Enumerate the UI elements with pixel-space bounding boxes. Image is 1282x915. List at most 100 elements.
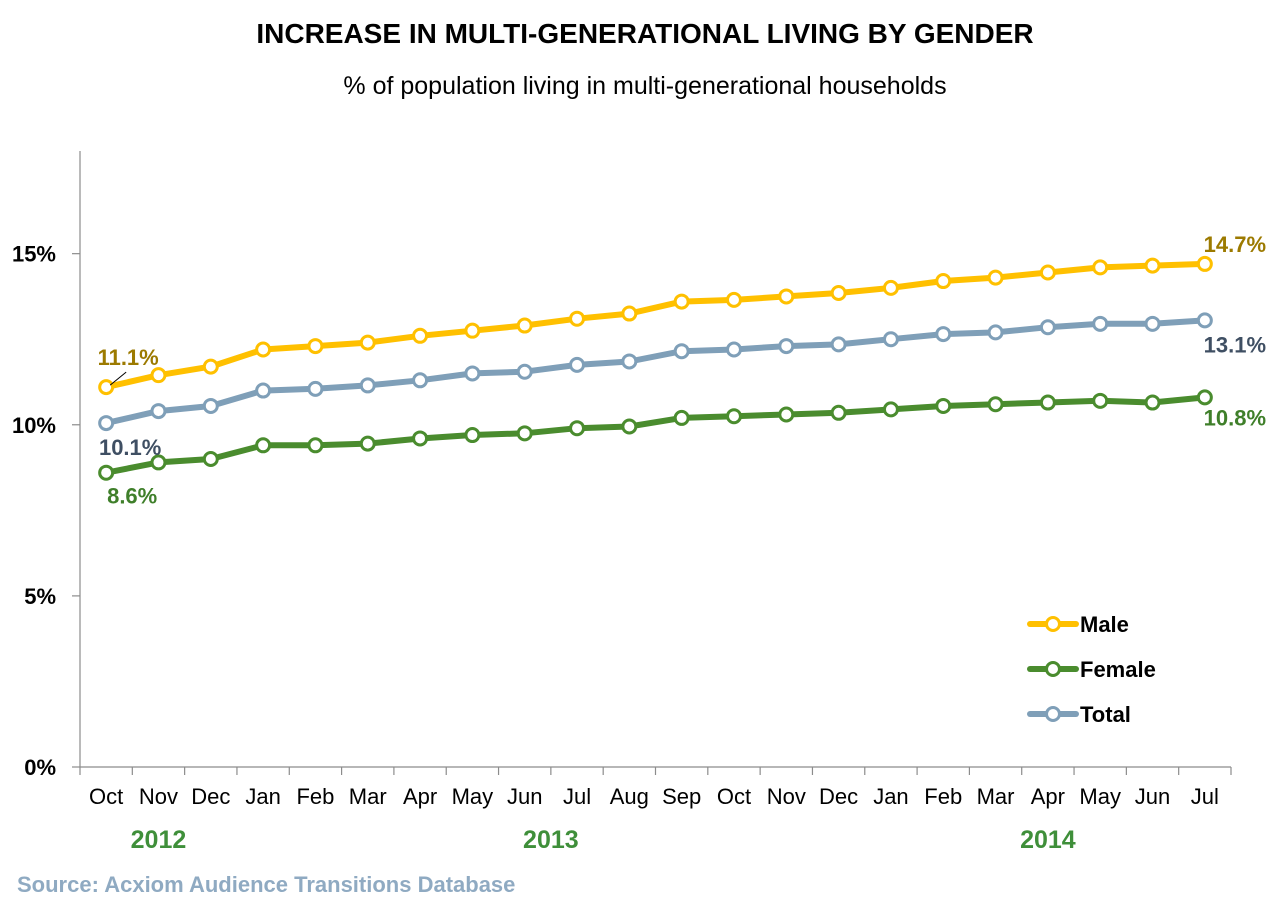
data-point-female: [516, 425, 533, 442]
data-point-total: [569, 356, 586, 373]
legend-marker: [1045, 706, 1061, 722]
data-point-female: [464, 427, 481, 444]
data-point-female: [1144, 394, 1161, 411]
year-label: 2013: [523, 826, 579, 854]
data-point-female: [255, 437, 272, 454]
x-tick-label: Jan: [245, 784, 280, 809]
data-point-total: [1196, 312, 1213, 329]
data-point-total: [778, 338, 795, 355]
source-note: Source: Acxiom Audience Transitions Data…: [17, 872, 516, 897]
data-point-total: [987, 324, 1004, 341]
data-point-male: [359, 334, 376, 351]
legend-label: Total: [1080, 702, 1131, 727]
x-tick-label: Jun: [1135, 784, 1170, 809]
y-axis-ticks: 0% 5% 10% 15%: [12, 242, 80, 780]
data-point-total: [882, 331, 899, 348]
data-point-male: [1144, 257, 1161, 274]
data-point-total: [935, 326, 952, 343]
data-label: 14.7%: [1204, 232, 1266, 257]
data-point-total: [1092, 315, 1109, 332]
data-point-total: [202, 397, 219, 414]
chart-subtitle: % of population living in multi-generati…: [343, 72, 947, 100]
data-point-male: [673, 293, 690, 310]
x-tick-label: Feb: [296, 784, 334, 809]
x-tick-label: Nov: [767, 784, 806, 809]
x-tick-label: Oct: [89, 784, 123, 809]
data-point-total: [98, 415, 115, 432]
data-point-total: [1144, 315, 1161, 332]
data-point-male: [935, 273, 952, 290]
x-tick-label: Oct: [717, 784, 751, 809]
data-point-total: [359, 377, 376, 394]
data-point-total: [150, 403, 167, 420]
data-labels: 11.1% 14.7% 10.1% 13.1% 8.6% 10.8%: [98, 232, 1266, 509]
data-point-male: [1039, 264, 1056, 281]
data-point-male: [778, 288, 795, 305]
data-point-male: [98, 379, 115, 396]
x-tick-label: Jan: [873, 784, 908, 809]
data-point-male: [569, 310, 586, 327]
chart-title: INCREASE IN MULTI-GENERATIONAL LIVING BY…: [256, 18, 1034, 49]
legend-label: Female: [1080, 657, 1156, 682]
x-tick-label: Aug: [610, 784, 649, 809]
data-label: 13.1%: [1204, 332, 1266, 357]
y-tick-label: 10%: [12, 413, 56, 438]
legend-marker: [1045, 661, 1061, 677]
data-point-total: [621, 353, 638, 370]
y-tick-label: 0%: [24, 755, 56, 780]
data-point-total: [830, 336, 847, 353]
x-tick-label: May: [1079, 784, 1121, 809]
series-line-male: [103, 260, 1208, 391]
x-tick-label: Jul: [563, 784, 591, 809]
x-tick-label: Dec: [819, 784, 858, 809]
data-point-total: [673, 343, 690, 360]
data-point-female: [1039, 394, 1056, 411]
data-point-female: [150, 454, 167, 471]
chart-legend: Male Female Total: [1027, 612, 1156, 727]
data-label: 11.1%: [98, 345, 159, 370]
data-label: 10.1%: [99, 435, 161, 460]
data-point-male: [307, 338, 324, 355]
data-point-total: [725, 341, 742, 358]
data-point-total: [516, 363, 533, 380]
year-label: 2014: [1020, 826, 1076, 854]
x-tick-label: May: [452, 784, 494, 809]
data-point-total: [412, 372, 429, 389]
x-tick-label: Jul: [1191, 784, 1219, 809]
x-tick-label: Jun: [507, 784, 542, 809]
x-tick-label: Feb: [924, 784, 962, 809]
data-point-female: [987, 396, 1004, 413]
data-point-female: [725, 408, 742, 425]
data-point-male: [202, 358, 219, 375]
data-point-female: [673, 409, 690, 426]
data-point-female: [1196, 389, 1213, 406]
x-tick-label: Mar: [977, 784, 1015, 809]
data-point-male: [516, 317, 533, 334]
x-axis-ticks: Oct Nov Dec Jan Feb Mar Apr May Jun Jul Aug Sep Oct N…: [79, 767, 1232, 809]
data-point-male: [882, 279, 899, 296]
y-tick-label: 5%: [24, 584, 56, 609]
data-point-female: [307, 437, 324, 454]
data-point-male: [255, 341, 272, 358]
legend-marker: [1045, 616, 1061, 632]
data-point-female: [202, 451, 219, 467]
data-point-female: [98, 464, 115, 481]
x-tick-label: Dec: [191, 784, 230, 809]
data-point-female: [935, 397, 952, 414]
data-point-male: [987, 269, 1004, 286]
data-point-female: [1092, 392, 1109, 409]
data-point-male: [150, 367, 167, 384]
data-point-male: [464, 322, 481, 339]
data-point-total: [1039, 319, 1056, 336]
data-point-male: [830, 285, 847, 302]
data-point-male: [1196, 255, 1213, 272]
data-point-male: [725, 291, 742, 308]
y-tick-label: 15%: [12, 242, 56, 267]
x-tick-label: Apr: [403, 784, 437, 809]
series-line-female: [103, 394, 1208, 476]
data-point-male: [621, 305, 638, 322]
year-labels: 2012 2013 2014: [131, 826, 1076, 854]
data-point-total: [464, 365, 481, 382]
data-point-male: [412, 327, 429, 344]
data-point-total: [255, 382, 272, 399]
